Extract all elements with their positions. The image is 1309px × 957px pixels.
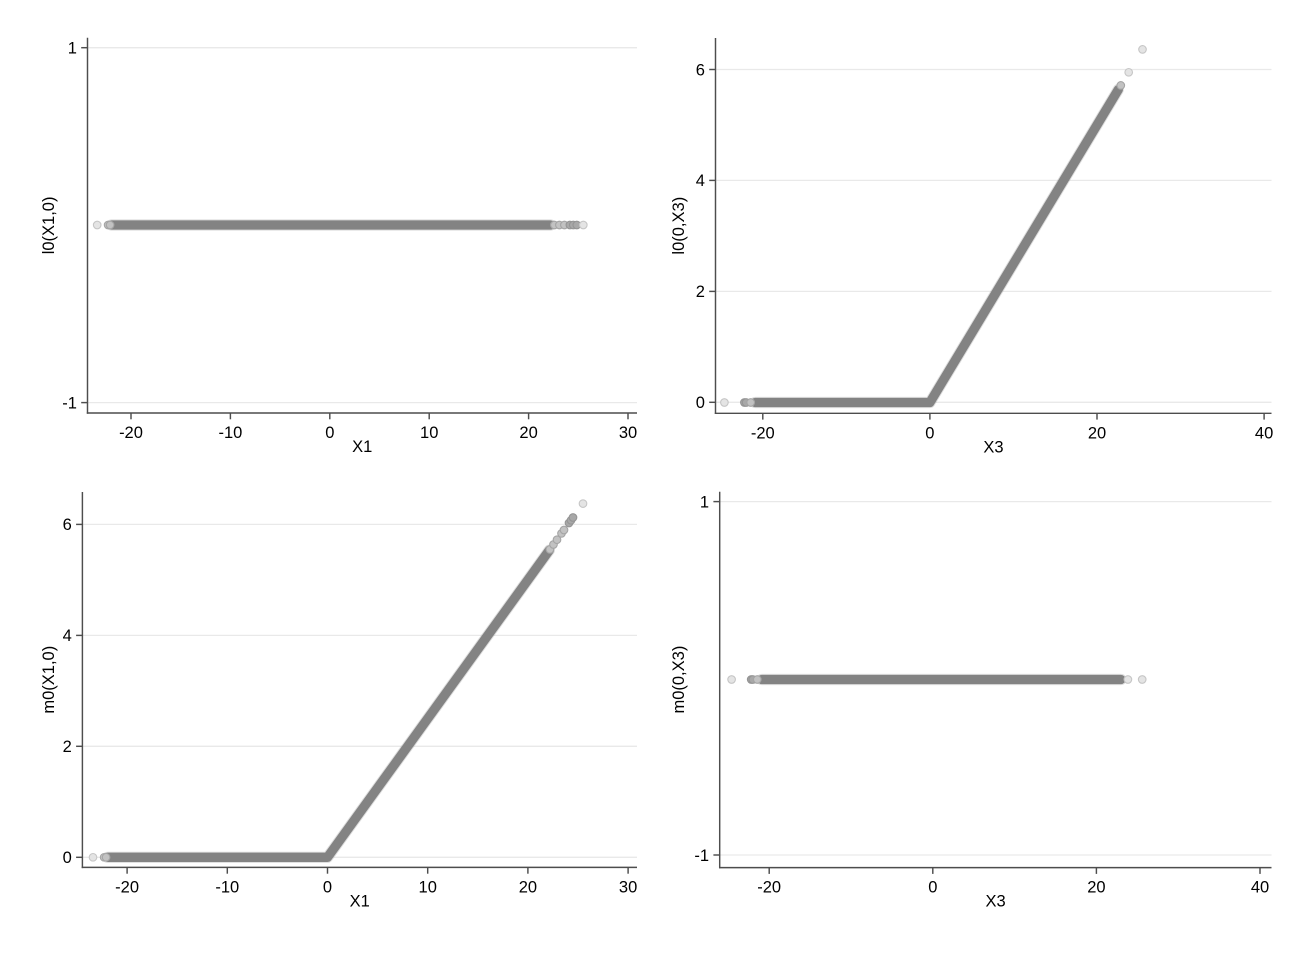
svg-text:-10: -10: [218, 424, 242, 442]
svg-text:-20: -20: [751, 424, 775, 442]
svg-text:-20: -20: [757, 879, 781, 897]
svg-text:0: 0: [323, 878, 332, 896]
svg-text:40: 40: [1255, 424, 1273, 442]
svg-text:6: 6: [63, 516, 72, 534]
svg-text:0: 0: [696, 394, 705, 412]
svg-text:4: 4: [696, 172, 705, 190]
svg-text:X1: X1: [350, 892, 370, 910]
svg-text:2: 2: [63, 738, 72, 756]
svg-text:0: 0: [325, 424, 334, 442]
svg-text:20: 20: [519, 878, 537, 896]
svg-text:1: 1: [68, 40, 77, 58]
svg-text:-10: -10: [215, 878, 239, 896]
svg-text:1: 1: [700, 493, 709, 511]
svg-text:X1: X1: [352, 438, 372, 456]
svg-text:20: 20: [519, 424, 537, 442]
svg-text:20: 20: [1088, 424, 1106, 442]
svg-text:30: 30: [619, 424, 637, 442]
svg-text:0: 0: [925, 424, 934, 442]
svg-text:-20: -20: [115, 878, 139, 896]
svg-text:m0(0,X3): m0(0,X3): [670, 646, 688, 714]
svg-text:-1: -1: [694, 847, 709, 865]
svg-text:0: 0: [63, 849, 72, 867]
svg-text:X3: X3: [983, 438, 1003, 456]
svg-text:-20: -20: [119, 424, 143, 442]
svg-text:20: 20: [1087, 879, 1105, 897]
svg-text:-1: -1: [62, 394, 77, 412]
svg-text:l0(X1,0): l0(X1,0): [40, 197, 58, 255]
svg-text:l0(0,X3): l0(0,X3): [670, 197, 688, 255]
svg-text:6: 6: [696, 61, 705, 79]
svg-text:10: 10: [419, 878, 437, 896]
svg-text:4: 4: [63, 627, 72, 645]
svg-text:2: 2: [696, 283, 705, 301]
svg-text:0: 0: [928, 879, 937, 897]
svg-text:10: 10: [420, 424, 438, 442]
svg-text:40: 40: [1251, 879, 1269, 897]
svg-text:X3: X3: [986, 893, 1006, 911]
svg-text:m0(X1,0): m0(X1,0): [40, 646, 58, 714]
svg-text:30: 30: [619, 878, 637, 896]
